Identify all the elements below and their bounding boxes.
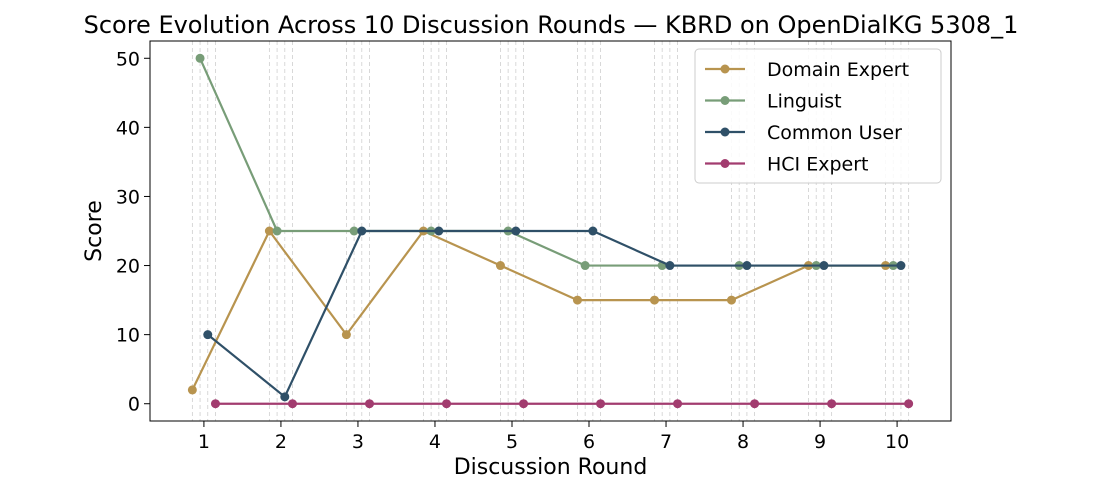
x-tick-label: 3 [352, 431, 364, 453]
data-point-hci-expert [904, 399, 914, 409]
x-tick-label: 8 [737, 431, 749, 453]
data-point-common-user [742, 261, 752, 271]
x-tick-label: 10 [885, 431, 909, 453]
data-point-common-user [357, 226, 367, 236]
legend-label-hci-expert: HCI Expert [767, 154, 868, 176]
data-point-hci-expert [287, 399, 297, 409]
data-point-hci-expert [750, 399, 760, 409]
data-point-hci-expert [365, 399, 375, 409]
data-point-linguist [580, 261, 590, 271]
legend-label-common-user: Common User [767, 122, 902, 144]
axis-ticks: 1 2 3 4 5 6 7 8 9 10 0 10 20 30 40 50 [116, 48, 909, 453]
data-point-domain-expert [341, 330, 351, 340]
series-hci-expert [210, 399, 914, 409]
data-point-domain-expert [726, 295, 736, 305]
x-tick-label: 6 [583, 431, 595, 453]
series-domain-expert [187, 226, 891, 395]
data-point-linguist [349, 226, 359, 236]
y-tick-label: 10 [116, 325, 140, 347]
y-tick-label: 50 [116, 48, 140, 70]
data-point-domain-expert [649, 295, 659, 305]
x-tick-label: 9 [814, 431, 826, 453]
legend-box [694, 48, 942, 184]
y-tick-label: 0 [128, 394, 140, 416]
data-point-common-user [665, 261, 675, 271]
y-tick-label: 20 [116, 256, 140, 278]
series-common-user [203, 226, 906, 402]
y-tick-label: 40 [116, 117, 140, 139]
legend-marker-linguist [720, 96, 730, 105]
x-tick-label: 4 [429, 431, 441, 453]
data-point-hci-expert [596, 399, 606, 409]
legend-label-domain-expert: Domain Expert [767, 59, 909, 81]
y-tick-label: 30 [116, 186, 140, 208]
chart-title: Score Evolution Across 10 Discussion Rou… [84, 11, 1019, 39]
series-layer [187, 53, 914, 409]
data-point-linguist [272, 226, 282, 236]
data-point-domain-expert [572, 295, 582, 305]
data-point-common-user [819, 261, 829, 271]
legend: Domain Expert Linguist Common User HCI Expe… [694, 48, 942, 184]
x-tick-label: 5 [506, 431, 518, 453]
y-axis-label: Score [82, 200, 107, 262]
data-point-common-user [511, 226, 521, 236]
data-point-domain-expert [264, 226, 274, 236]
data-point-common-user [588, 226, 598, 236]
data-point-hci-expert [442, 399, 452, 409]
legend-marker-domain-expert [720, 64, 730, 74]
data-point-common-user [280, 392, 290, 402]
plot-frame [149, 40, 952, 422]
x-tick-label: 1 [198, 431, 210, 453]
data-point-common-user [203, 330, 213, 340]
data-point-hci-expert [210, 399, 220, 409]
data-point-hci-expert [673, 399, 683, 409]
legend-label-linguist: Linguist [767, 91, 842, 113]
data-point-common-user [896, 261, 906, 271]
data-point-hci-expert [827, 399, 837, 409]
data-point-common-user [434, 226, 444, 236]
data-point-domain-expert [187, 385, 197, 395]
series-line-domain-expert [191, 229, 886, 391]
legend-marker-hci-expert [720, 159, 730, 168]
x-tick-label: 7 [660, 431, 672, 453]
data-point-domain-expert [495, 261, 505, 271]
series-line-common-user [207, 229, 901, 398]
x-axis-label: Discussion Round [454, 455, 648, 480]
data-point-hci-expert [519, 399, 529, 409]
x-tick-label: 2 [275, 431, 287, 453]
legend-marker-common-user [720, 127, 730, 137]
data-point-linguist [195, 53, 205, 63]
